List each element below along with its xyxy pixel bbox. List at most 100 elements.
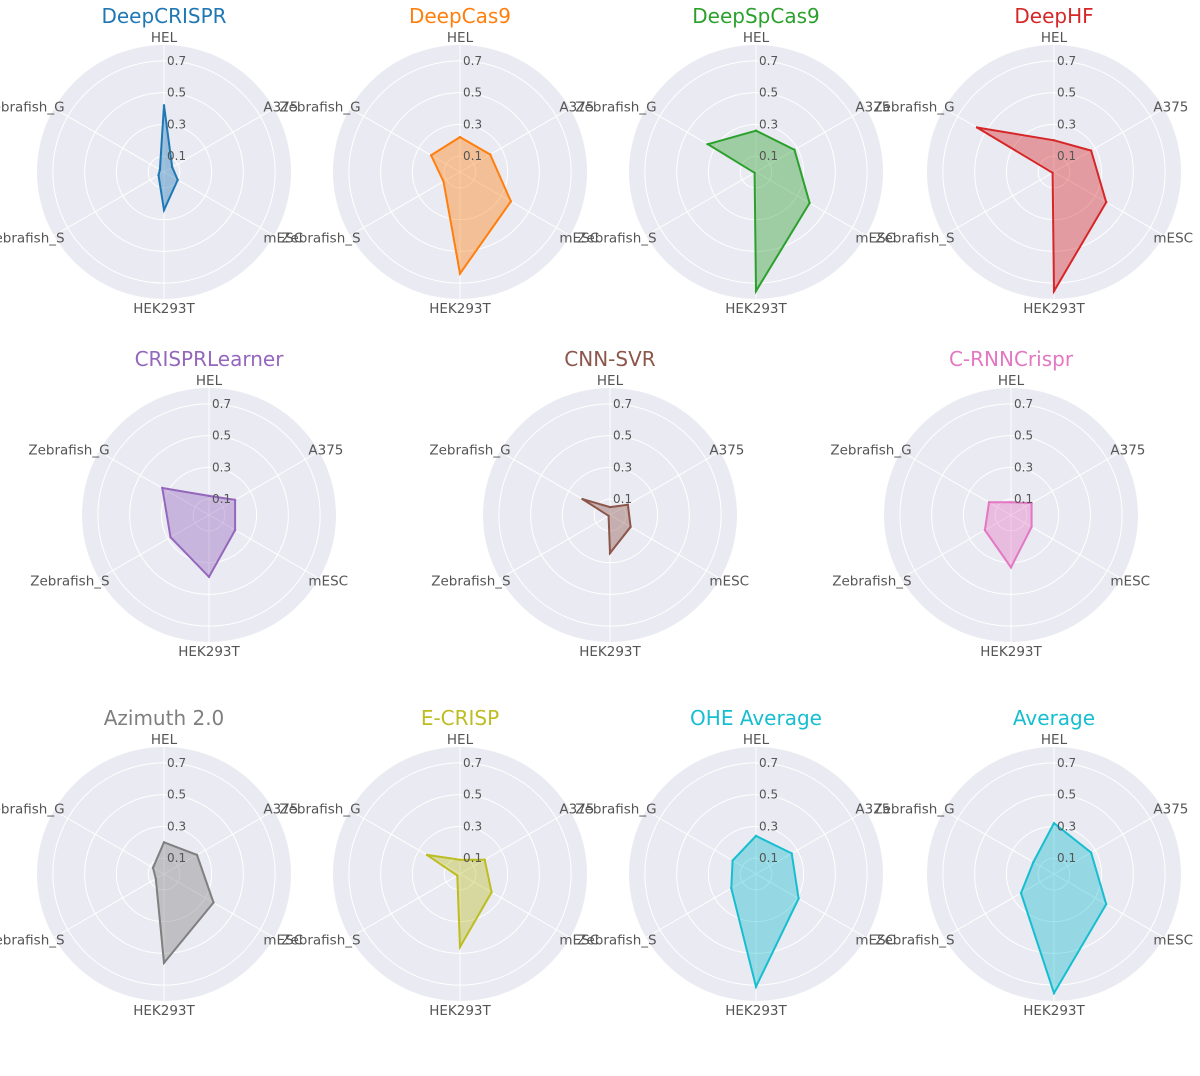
- grid-spoke: [98, 514, 210, 579]
- data-point-hel: [207, 494, 211, 498]
- tick-label: 0.3: [463, 819, 482, 833]
- data-point-mesc: [629, 525, 632, 529]
- tick-label: 0.1: [613, 492, 632, 506]
- axis-label-zebrafish-s: Zebrafish_S: [832, 574, 911, 590]
- axis-label-hel: HEL: [447, 30, 474, 46]
- grid-spoke: [1053, 171, 1165, 236]
- axis-label-hek293t: HEK293T: [178, 644, 240, 660]
- tick-label: 0.7: [167, 54, 186, 68]
- axis-label-hel: HEL: [998, 373, 1025, 389]
- axis-label-zebrafish-s: Zebrafish_S: [281, 933, 360, 949]
- grid-spoke: [755, 873, 867, 938]
- grid-spoke: [1010, 514, 1122, 579]
- grid-spoke: [1053, 873, 1165, 938]
- data-point-zebrafish-s: [1019, 891, 1023, 895]
- tick-label: 0.3: [463, 117, 482, 131]
- chart-title: DeepHF: [1014, 4, 1093, 28]
- data-point-a375: [790, 852, 793, 855]
- tick-label: 0.7: [167, 756, 186, 770]
- data-point-mesc: [212, 901, 215, 904]
- axis-label-hel: HEL: [447, 732, 474, 748]
- chart-title: DeepSpCas9: [692, 4, 819, 28]
- axis-label-zebrafish-g: Zebrafish_G: [0, 100, 65, 116]
- tick-label: 0.3: [613, 460, 632, 474]
- tick-label: 0.5: [613, 429, 632, 443]
- tick-label: 0.5: [759, 86, 778, 100]
- axis-label-a375: A375: [1110, 443, 1145, 459]
- data-point-a375: [195, 853, 199, 857]
- axis-label-mesc: mESC: [559, 231, 599, 247]
- axis-label-a375: A375: [855, 100, 890, 116]
- data-point-hek293t: [1052, 991, 1056, 995]
- grid-spoke: [755, 108, 867, 173]
- radar-chart-grid: 0.1 0.3 0.5 0.7 HEL A375 mESC HEK293T Zebrafish_…: [0, 4, 1193, 1019]
- data-point-zebrafish-g: [987, 501, 991, 504]
- axis-label-zebrafish-g: Zebrafish_G: [0, 802, 65, 818]
- data-point-a375: [483, 858, 486, 861]
- data-point-hel: [458, 858, 462, 861]
- axis-label-hel: HEL: [196, 373, 223, 389]
- grid-spoke: [459, 810, 571, 875]
- tick-label: 0.1: [463, 851, 482, 865]
- data-point-mesc: [797, 897, 800, 900]
- chart-title: CNN-SVR: [564, 347, 655, 371]
- data-point-a375: [171, 166, 174, 169]
- grid-spoke: [1010, 451, 1122, 516]
- grid-spoke: [900, 451, 1012, 516]
- axis-label-hek293t: HEK293T: [579, 644, 641, 660]
- tick-label: 0.7: [759, 54, 778, 68]
- data-point-zebrafish-s: [1051, 171, 1054, 174]
- axis-label-mesc: mESC: [559, 933, 599, 949]
- tick-label: 0.5: [1057, 86, 1076, 100]
- data-point-zebrafish-s: [442, 180, 445, 183]
- axis-label-hel: HEL: [597, 373, 624, 389]
- data-point-mesc: [490, 891, 493, 894]
- data-point-zebrafish-s: [154, 877, 157, 880]
- data-point-zebrafish-g: [975, 126, 979, 129]
- grid-spoke: [349, 108, 461, 173]
- tick-label: 0.1: [1014, 492, 1033, 506]
- data-point-zebrafish-g: [425, 853, 429, 857]
- data-point-hel: [458, 135, 462, 139]
- tick-label: 0.7: [212, 397, 231, 411]
- tick-label: 0.7: [1057, 756, 1076, 770]
- tick-label: 0.5: [463, 788, 482, 802]
- radar-panel-ohe-average: 0.1 0.3 0.5 0.7 HEL A375 mESC HEK293T Zebrafish_…: [575, 706, 895, 1019]
- data-point-hek293t: [754, 289, 758, 293]
- data-point-zebrafish-g: [581, 497, 584, 501]
- data-point-zebrafish-g: [151, 866, 155, 869]
- data-point-mesc: [233, 528, 237, 532]
- data-point-mesc: [509, 200, 513, 203]
- tick-label: 0.1: [167, 851, 186, 865]
- data-point-hel: [1009, 501, 1013, 504]
- data-point-a375: [489, 153, 492, 156]
- axis-label-hek293t: HEK293T: [133, 301, 195, 317]
- axis-label-hel: HEL: [1041, 732, 1068, 748]
- data-point-hek293t: [754, 985, 758, 988]
- data-point-hek293t: [1009, 566, 1013, 569]
- grid-spoke: [163, 171, 275, 236]
- grid-spoke: [645, 873, 757, 938]
- data-point-hel: [754, 129, 758, 132]
- axis-label-mesc: mESC: [263, 933, 303, 949]
- grid-spoke: [208, 451, 320, 516]
- axis-label-hek293t: HEK293T: [429, 301, 491, 317]
- grid-spoke: [349, 873, 461, 938]
- tick-label: 0.1: [1057, 851, 1076, 865]
- axis-label-zebrafish-g: Zebrafish_G: [830, 443, 911, 459]
- grid-spoke: [609, 514, 721, 579]
- data-point-zebrafish-s: [456, 874, 459, 877]
- data-point-hek293t: [162, 208, 166, 212]
- tick-label: 0.5: [463, 86, 482, 100]
- grid-spoke: [98, 451, 210, 516]
- axis-label-a375: A375: [308, 443, 343, 459]
- grid-spoke: [53, 873, 165, 938]
- grid-spoke: [459, 171, 571, 236]
- data-point-mesc: [176, 178, 179, 182]
- grid-spoke: [163, 873, 275, 938]
- radar-panel-deephf: 0.1 0.3 0.5 0.7 HEL A375 mESC HEK293T Zebrafish_…: [873, 4, 1193, 317]
- tick-label: 0.7: [463, 54, 482, 68]
- axis-label-a375: A375: [263, 802, 298, 818]
- axis-label-a375: A375: [855, 802, 890, 818]
- data-point-zebrafish-s: [157, 174, 160, 177]
